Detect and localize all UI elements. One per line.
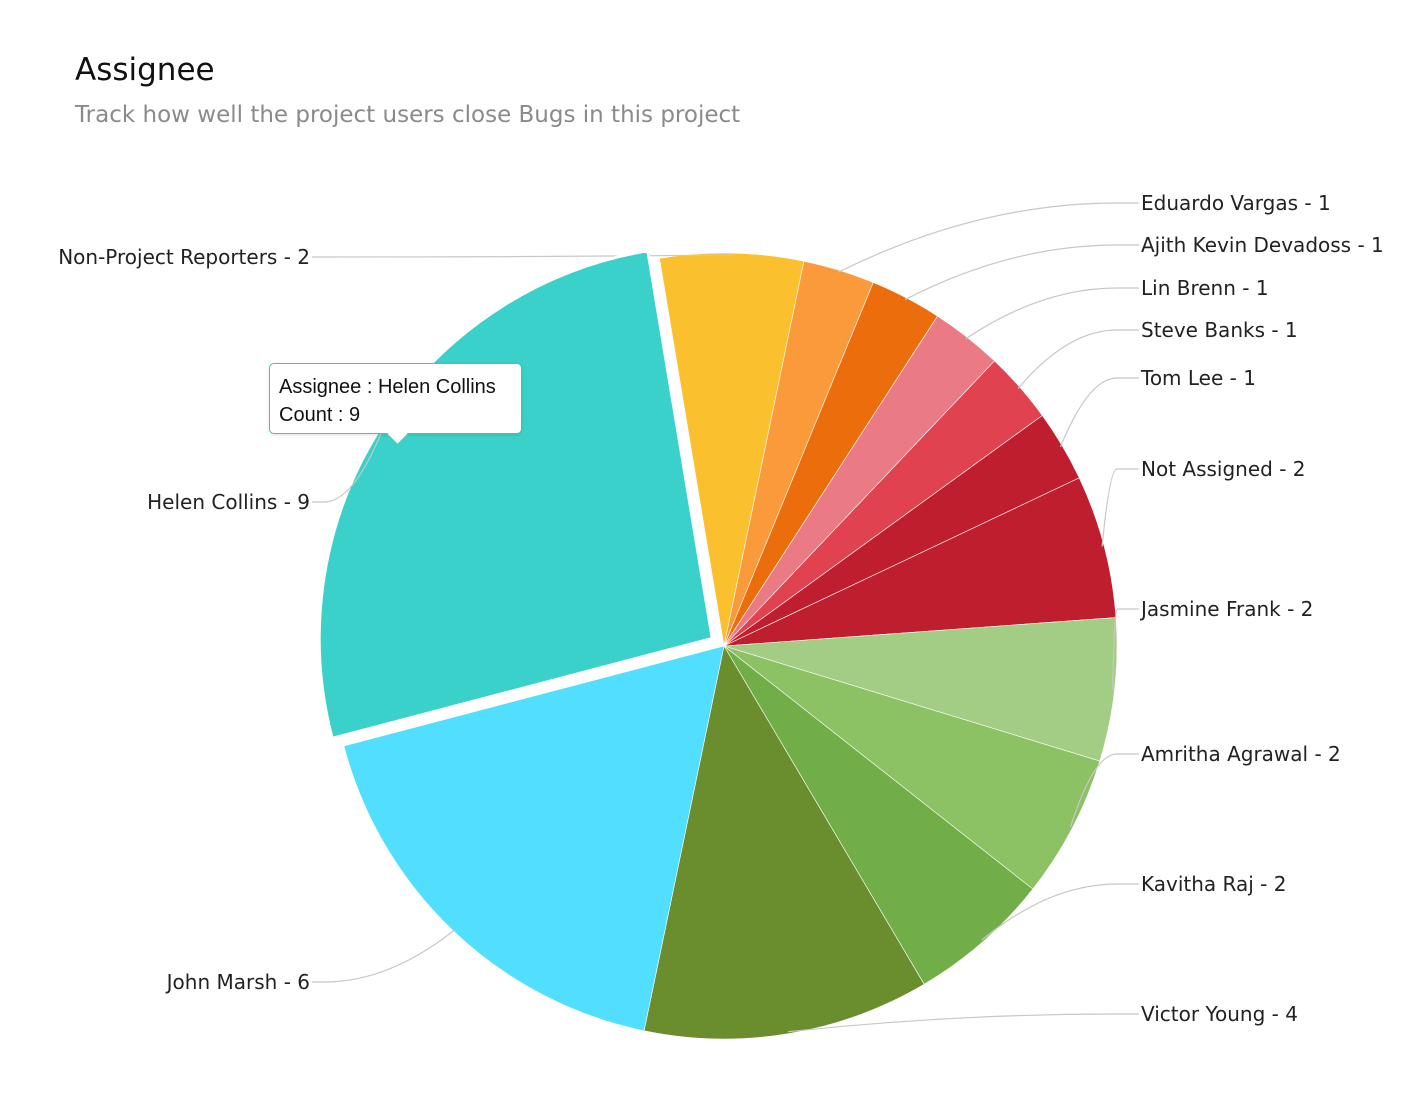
pie-slice-victor-young[interactable]: [643, 645, 925, 1040]
data-label-helen-collins: Helen Collins - 9: [147, 490, 310, 514]
data-label-non-project-reporters: Non-Project Reporters - 2: [58, 245, 310, 269]
leader-line-helen-collins: [312, 425, 385, 503]
tooltip-count: Count : 9: [279, 404, 361, 426]
leader-line-ajith-kevin-devadoss: [904, 244, 1139, 301]
leader-line-tom-lee: [1059, 377, 1139, 448]
pie-slice-jasmine-frank[interactable]: [723, 617, 1118, 762]
data-label-kavitha-raj: Kavitha Raj - 2: [1141, 872, 1286, 896]
leader-line-john-marsh: [312, 929, 456, 983]
data-label-eduardo-vargas: Eduardo Vargas - 1: [1141, 191, 1331, 215]
leader-line-jasmine-frank: [1111, 608, 1139, 690]
tooltip-assignee: Assignee : Helen Collins: [279, 376, 496, 398]
data-label-jasmine-frank: Jasmine Frank - 2: [1139, 597, 1313, 621]
leader-line-lin-brenn: [965, 287, 1139, 340]
chart-title: Assignee: [75, 52, 215, 88]
leader-line-eduardo-vargas: [838, 202, 1139, 273]
leader-line-not-assigned: [1101, 468, 1139, 547]
leader-line-kavitha-raj: [981, 883, 1139, 941]
data-label-victor-young: Victor Young - 4: [1141, 1002, 1298, 1026]
data-label-lin-brenn: Lin Brenn - 1: [1141, 276, 1269, 300]
leader-line-victor-young: [788, 1013, 1139, 1033]
data-label-john-marsh: John Marsh - 6: [165, 970, 310, 994]
chart-header: Assignee Track how well the project user…: [75, 52, 740, 128]
leader-line-amritha-agrawal: [1069, 753, 1139, 828]
data-label-not-assigned: Not Assigned - 2: [1141, 457, 1306, 481]
data-label-amritha-agrawal: Amritha Agrawal - 2: [1141, 742, 1341, 766]
pie-slice-non-project-reporters[interactable]: [659, 252, 805, 647]
data-label-ajith-kevin-devadoss: Ajith Kevin Devadoss - 1: [1141, 233, 1384, 257]
leader-line-non-project-reporters: [312, 254, 732, 258]
chart-subtitle: Track how well the project users close B…: [75, 102, 741, 128]
data-label-tom-lee: Tom Lee - 1: [1140, 366, 1256, 390]
leader-line-steve-banks: [1017, 329, 1139, 389]
pie-slice-kavitha-raj[interactable]: [723, 645, 1034, 985]
data-label-steve-banks: Steve Banks - 1: [1141, 318, 1298, 342]
slice-tooltip: Assignee : Helen Collins Count : 9: [269, 363, 522, 446]
pie-slice-amritha-agrawal[interactable]: [723, 645, 1101, 890]
